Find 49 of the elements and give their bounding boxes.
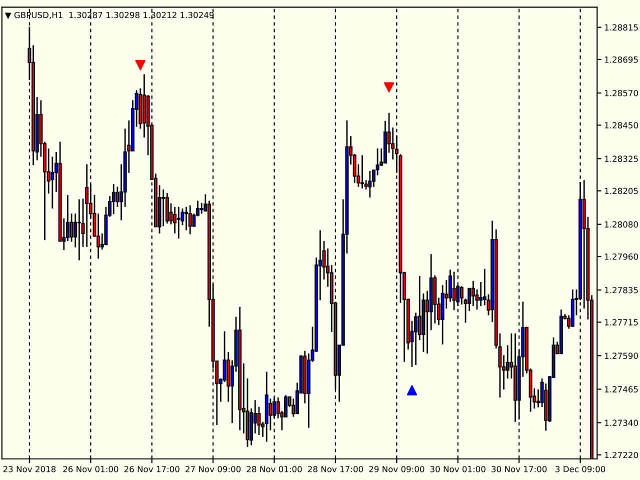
y-tick-label: 1.27465	[604, 386, 638, 392]
candlestick	[116, 186, 120, 208]
y-tick-label: 1.27220	[604, 452, 638, 458]
x-tick-label: 28 Nov 17:00	[308, 466, 364, 472]
candlestick	[112, 183, 116, 215]
candlestick	[77, 198, 81, 261]
x-tick-label: 30 Nov 17:00	[492, 466, 547, 472]
point	[135, 60, 146, 70]
candlestick	[184, 206, 188, 231]
chart-title: ▼ GBPUSD,H1 1.30287 1.30298 1.30212 1.30249	[4, 12, 214, 20]
x-tick-label: 26 Nov 01:00	[63, 466, 118, 472]
y-tick-label: 1.27960	[604, 253, 638, 260]
y-tick-label: 1.28450	[604, 122, 638, 128]
y-tick-label: 1.27590	[604, 352, 638, 359]
candlestick	[368, 170, 372, 198]
candlestick	[414, 312, 418, 366]
candlestick	[471, 280, 475, 307]
y-tick-label: 1.28205	[604, 188, 638, 194]
x-tick-label: 3 Dec 09:00	[556, 466, 606, 472]
candlestick	[70, 212, 74, 242]
candlestick	[50, 156, 54, 210]
y-tick-label: 1.28815	[604, 24, 638, 31]
point	[406, 385, 418, 396]
x-tick-label: 23 Nov 2018	[3, 466, 56, 472]
y-tick-label: 1.28325	[604, 156, 638, 162]
point	[384, 82, 394, 92]
candlestick	[85, 164, 89, 248]
candlestick	[268, 398, 272, 431]
candlestick	[460, 286, 464, 306]
y-tick-label: 1.27340	[604, 420, 638, 426]
y-tick-label: 1.27715	[604, 319, 638, 326]
candlestick	[176, 206, 180, 240]
candlestick	[165, 192, 169, 224]
y-tick-label: 1.28570	[604, 90, 638, 96]
candlestick	[360, 154, 364, 190]
candlestick	[188, 204, 192, 235]
x-tick-label: 26 Nov 17:00	[124, 466, 180, 472]
y-tick-label: 1.28080	[604, 221, 638, 228]
candlestick	[173, 206, 177, 234]
x-tick-label: 30 Nov 01:00	[430, 466, 486, 472]
x-tick-label: 28 Nov 01:00	[246, 466, 302, 472]
x-tick-label: 29 Nov 09:00	[369, 466, 424, 472]
y-tick-label: 1.28695	[604, 56, 638, 63]
y-tick-label: 1.27835	[604, 286, 638, 294]
candlestick	[200, 202, 204, 214]
candlestick	[162, 188, 166, 227]
candlestick	[452, 271, 456, 311]
x-tick-label: 27 Nov 09:00	[186, 466, 241, 472]
candlestick	[222, 330, 226, 383]
